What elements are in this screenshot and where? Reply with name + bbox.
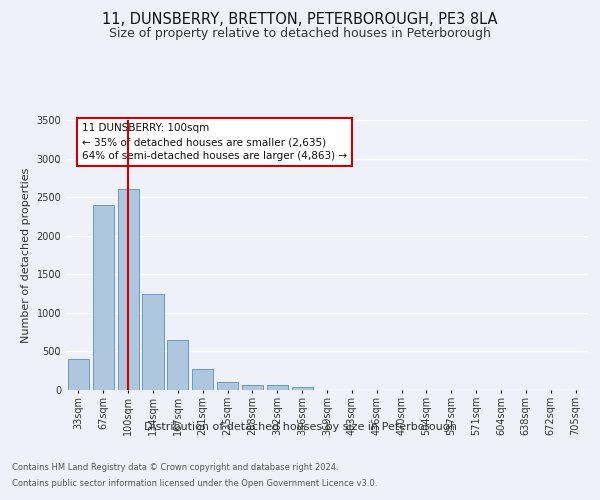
Bar (142, 294, 164, 390)
Text: Contains HM Land Registry data © Crown copyright and database right 2024.: Contains HM Land Registry data © Crown c… (12, 464, 338, 472)
Bar (292, 387, 313, 390)
Bar (118, 190, 139, 390)
Text: Distribution of detached houses by size in Peterborough: Distribution of detached houses by size … (143, 422, 457, 432)
Bar (267, 386, 288, 390)
Text: 11, DUNSBERRY, BRETTON, PETERBOROUGH, PE3 8LA: 11, DUNSBERRY, BRETTON, PETERBOROUGH, PE… (102, 12, 498, 28)
Text: 11 DUNSBERRY: 100sqm
← 35% of detached houses are smaller (2,635)
64% of semi-de: 11 DUNSBERRY: 100sqm ← 35% of detached h… (82, 123, 347, 161)
Text: Size of property relative to detached houses in Peterborough: Size of property relative to detached ho… (109, 28, 491, 40)
Bar (217, 382, 238, 390)
Y-axis label: Number of detached properties: Number of detached properties (21, 168, 31, 342)
Bar (242, 386, 263, 390)
Bar (93, 205, 114, 390)
Bar (68, 359, 89, 390)
Bar (167, 340, 188, 390)
Bar (192, 369, 213, 390)
Text: Contains public sector information licensed under the Open Government Licence v3: Contains public sector information licen… (12, 478, 377, 488)
